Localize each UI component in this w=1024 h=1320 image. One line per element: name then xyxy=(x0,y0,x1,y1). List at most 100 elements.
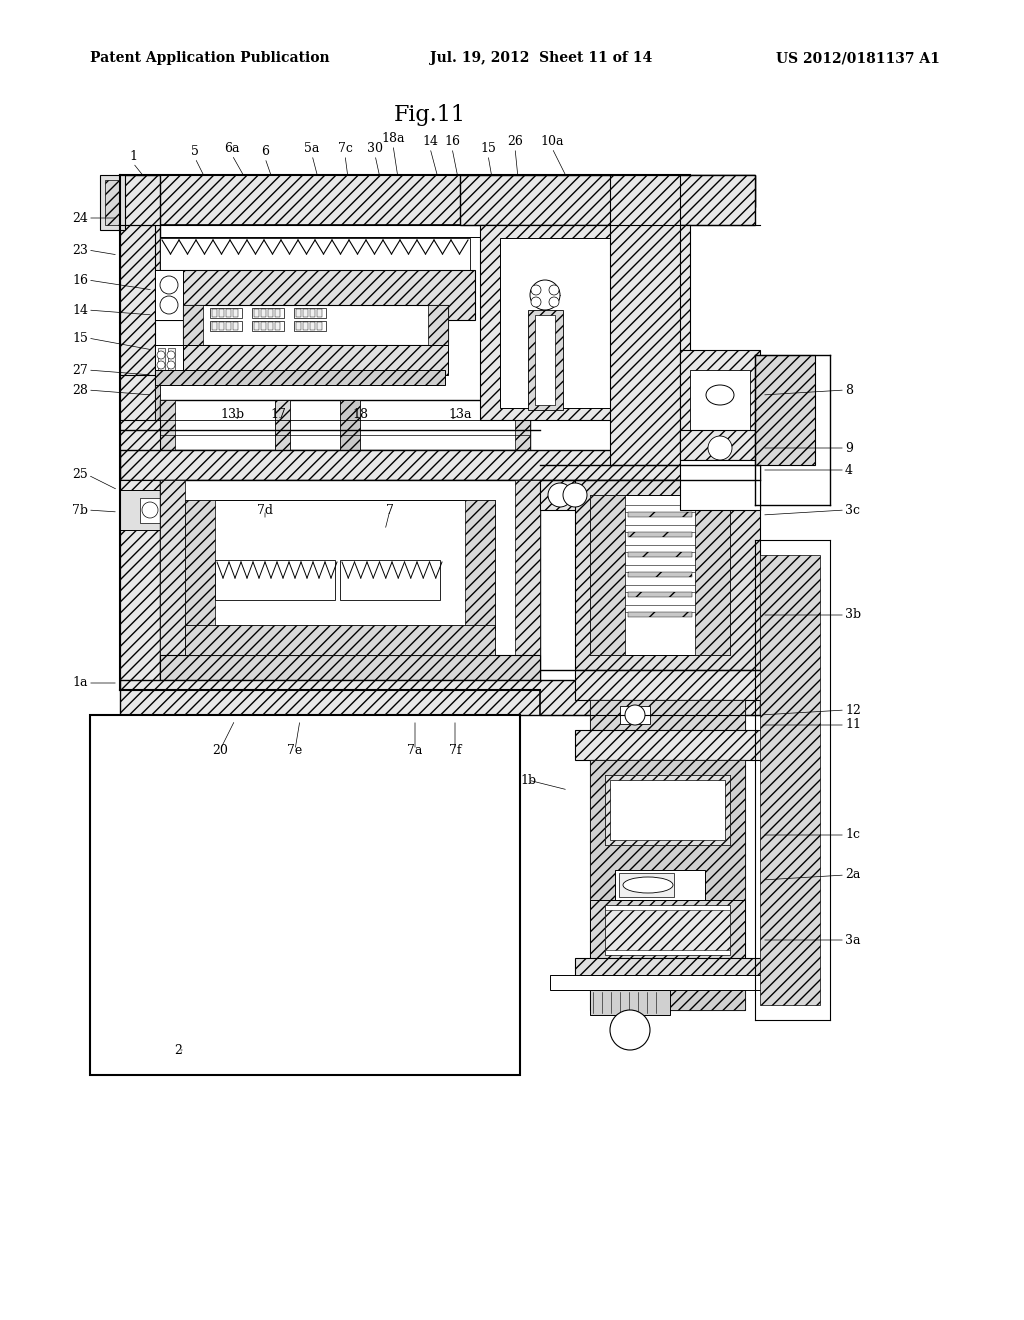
Bar xyxy=(610,780,725,840)
Bar xyxy=(254,309,259,317)
Text: 26: 26 xyxy=(507,135,523,148)
Bar xyxy=(160,400,530,450)
Bar xyxy=(212,322,217,330)
Bar xyxy=(620,706,650,723)
Bar xyxy=(628,552,692,557)
Bar xyxy=(590,700,745,730)
Text: 5: 5 xyxy=(191,145,199,158)
Bar xyxy=(628,532,692,537)
Text: 7e: 7e xyxy=(288,743,303,756)
Bar xyxy=(618,873,674,898)
Bar xyxy=(185,500,215,630)
Bar xyxy=(155,370,445,385)
Bar xyxy=(628,572,692,577)
Bar xyxy=(605,775,730,845)
Bar xyxy=(480,224,690,420)
Bar xyxy=(575,671,765,700)
Bar xyxy=(296,322,301,330)
Bar xyxy=(226,309,231,317)
Bar xyxy=(625,545,695,552)
Bar xyxy=(590,760,745,1010)
Text: 28: 28 xyxy=(72,384,88,396)
Bar xyxy=(268,322,273,330)
Bar xyxy=(340,560,440,601)
Bar xyxy=(605,909,730,950)
Text: 7d: 7d xyxy=(257,503,273,516)
Bar xyxy=(760,554,820,1005)
Text: 2a: 2a xyxy=(845,869,860,882)
Bar xyxy=(615,870,705,900)
Bar xyxy=(680,459,760,510)
Text: 16: 16 xyxy=(72,273,88,286)
Bar xyxy=(590,900,745,960)
Bar xyxy=(575,958,765,978)
Bar xyxy=(625,506,695,512)
Bar xyxy=(268,309,273,317)
Bar xyxy=(294,308,326,318)
Bar xyxy=(120,176,160,285)
Text: US 2012/0181137 A1: US 2012/0181137 A1 xyxy=(776,51,940,65)
Bar xyxy=(673,178,677,206)
Bar xyxy=(694,178,698,206)
Bar xyxy=(90,715,520,1074)
Text: 2: 2 xyxy=(174,1044,182,1056)
Bar xyxy=(625,605,695,612)
Bar xyxy=(275,309,280,317)
Bar xyxy=(303,309,308,317)
Bar xyxy=(310,309,315,317)
Bar xyxy=(120,176,690,224)
Bar xyxy=(680,178,684,206)
Text: 15: 15 xyxy=(480,143,496,154)
Bar xyxy=(185,500,495,630)
Circle shape xyxy=(530,280,560,310)
Text: 18: 18 xyxy=(352,408,368,421)
Text: 7f: 7f xyxy=(449,743,461,756)
Text: 6: 6 xyxy=(261,145,269,158)
Bar xyxy=(515,400,530,450)
Circle shape xyxy=(157,351,165,359)
Text: 24: 24 xyxy=(72,211,88,224)
Bar xyxy=(628,512,692,517)
Text: 12: 12 xyxy=(845,704,861,717)
Circle shape xyxy=(610,1010,650,1049)
Bar xyxy=(550,975,790,990)
Text: 1a: 1a xyxy=(73,676,88,689)
Bar xyxy=(120,420,160,480)
Bar xyxy=(428,305,449,345)
Bar xyxy=(687,178,691,206)
Bar xyxy=(183,305,203,345)
Text: 23: 23 xyxy=(72,243,88,256)
Bar xyxy=(120,490,190,531)
Bar xyxy=(275,400,290,450)
Ellipse shape xyxy=(706,385,734,405)
Bar xyxy=(310,322,315,330)
Bar xyxy=(183,345,449,375)
Bar xyxy=(155,385,160,420)
Bar xyxy=(715,178,719,206)
Circle shape xyxy=(708,436,732,459)
Circle shape xyxy=(157,360,165,370)
Circle shape xyxy=(160,296,178,314)
Bar xyxy=(160,480,540,680)
Bar xyxy=(155,271,183,319)
Bar xyxy=(140,498,160,523)
Text: 3a: 3a xyxy=(845,933,860,946)
Bar xyxy=(755,355,815,465)
Bar xyxy=(210,321,242,331)
Circle shape xyxy=(167,351,175,359)
Text: 20: 20 xyxy=(212,743,228,756)
Bar xyxy=(160,400,175,450)
Bar xyxy=(158,348,165,372)
Bar xyxy=(670,176,755,207)
Bar xyxy=(340,400,360,450)
Circle shape xyxy=(625,705,645,725)
Bar xyxy=(317,322,322,330)
Bar xyxy=(628,612,692,616)
Text: 7: 7 xyxy=(386,503,394,516)
Bar xyxy=(160,655,540,680)
Bar xyxy=(701,178,705,206)
Circle shape xyxy=(549,285,559,294)
Bar xyxy=(233,322,238,330)
Bar xyxy=(168,348,175,372)
Text: 13a: 13a xyxy=(449,408,472,421)
